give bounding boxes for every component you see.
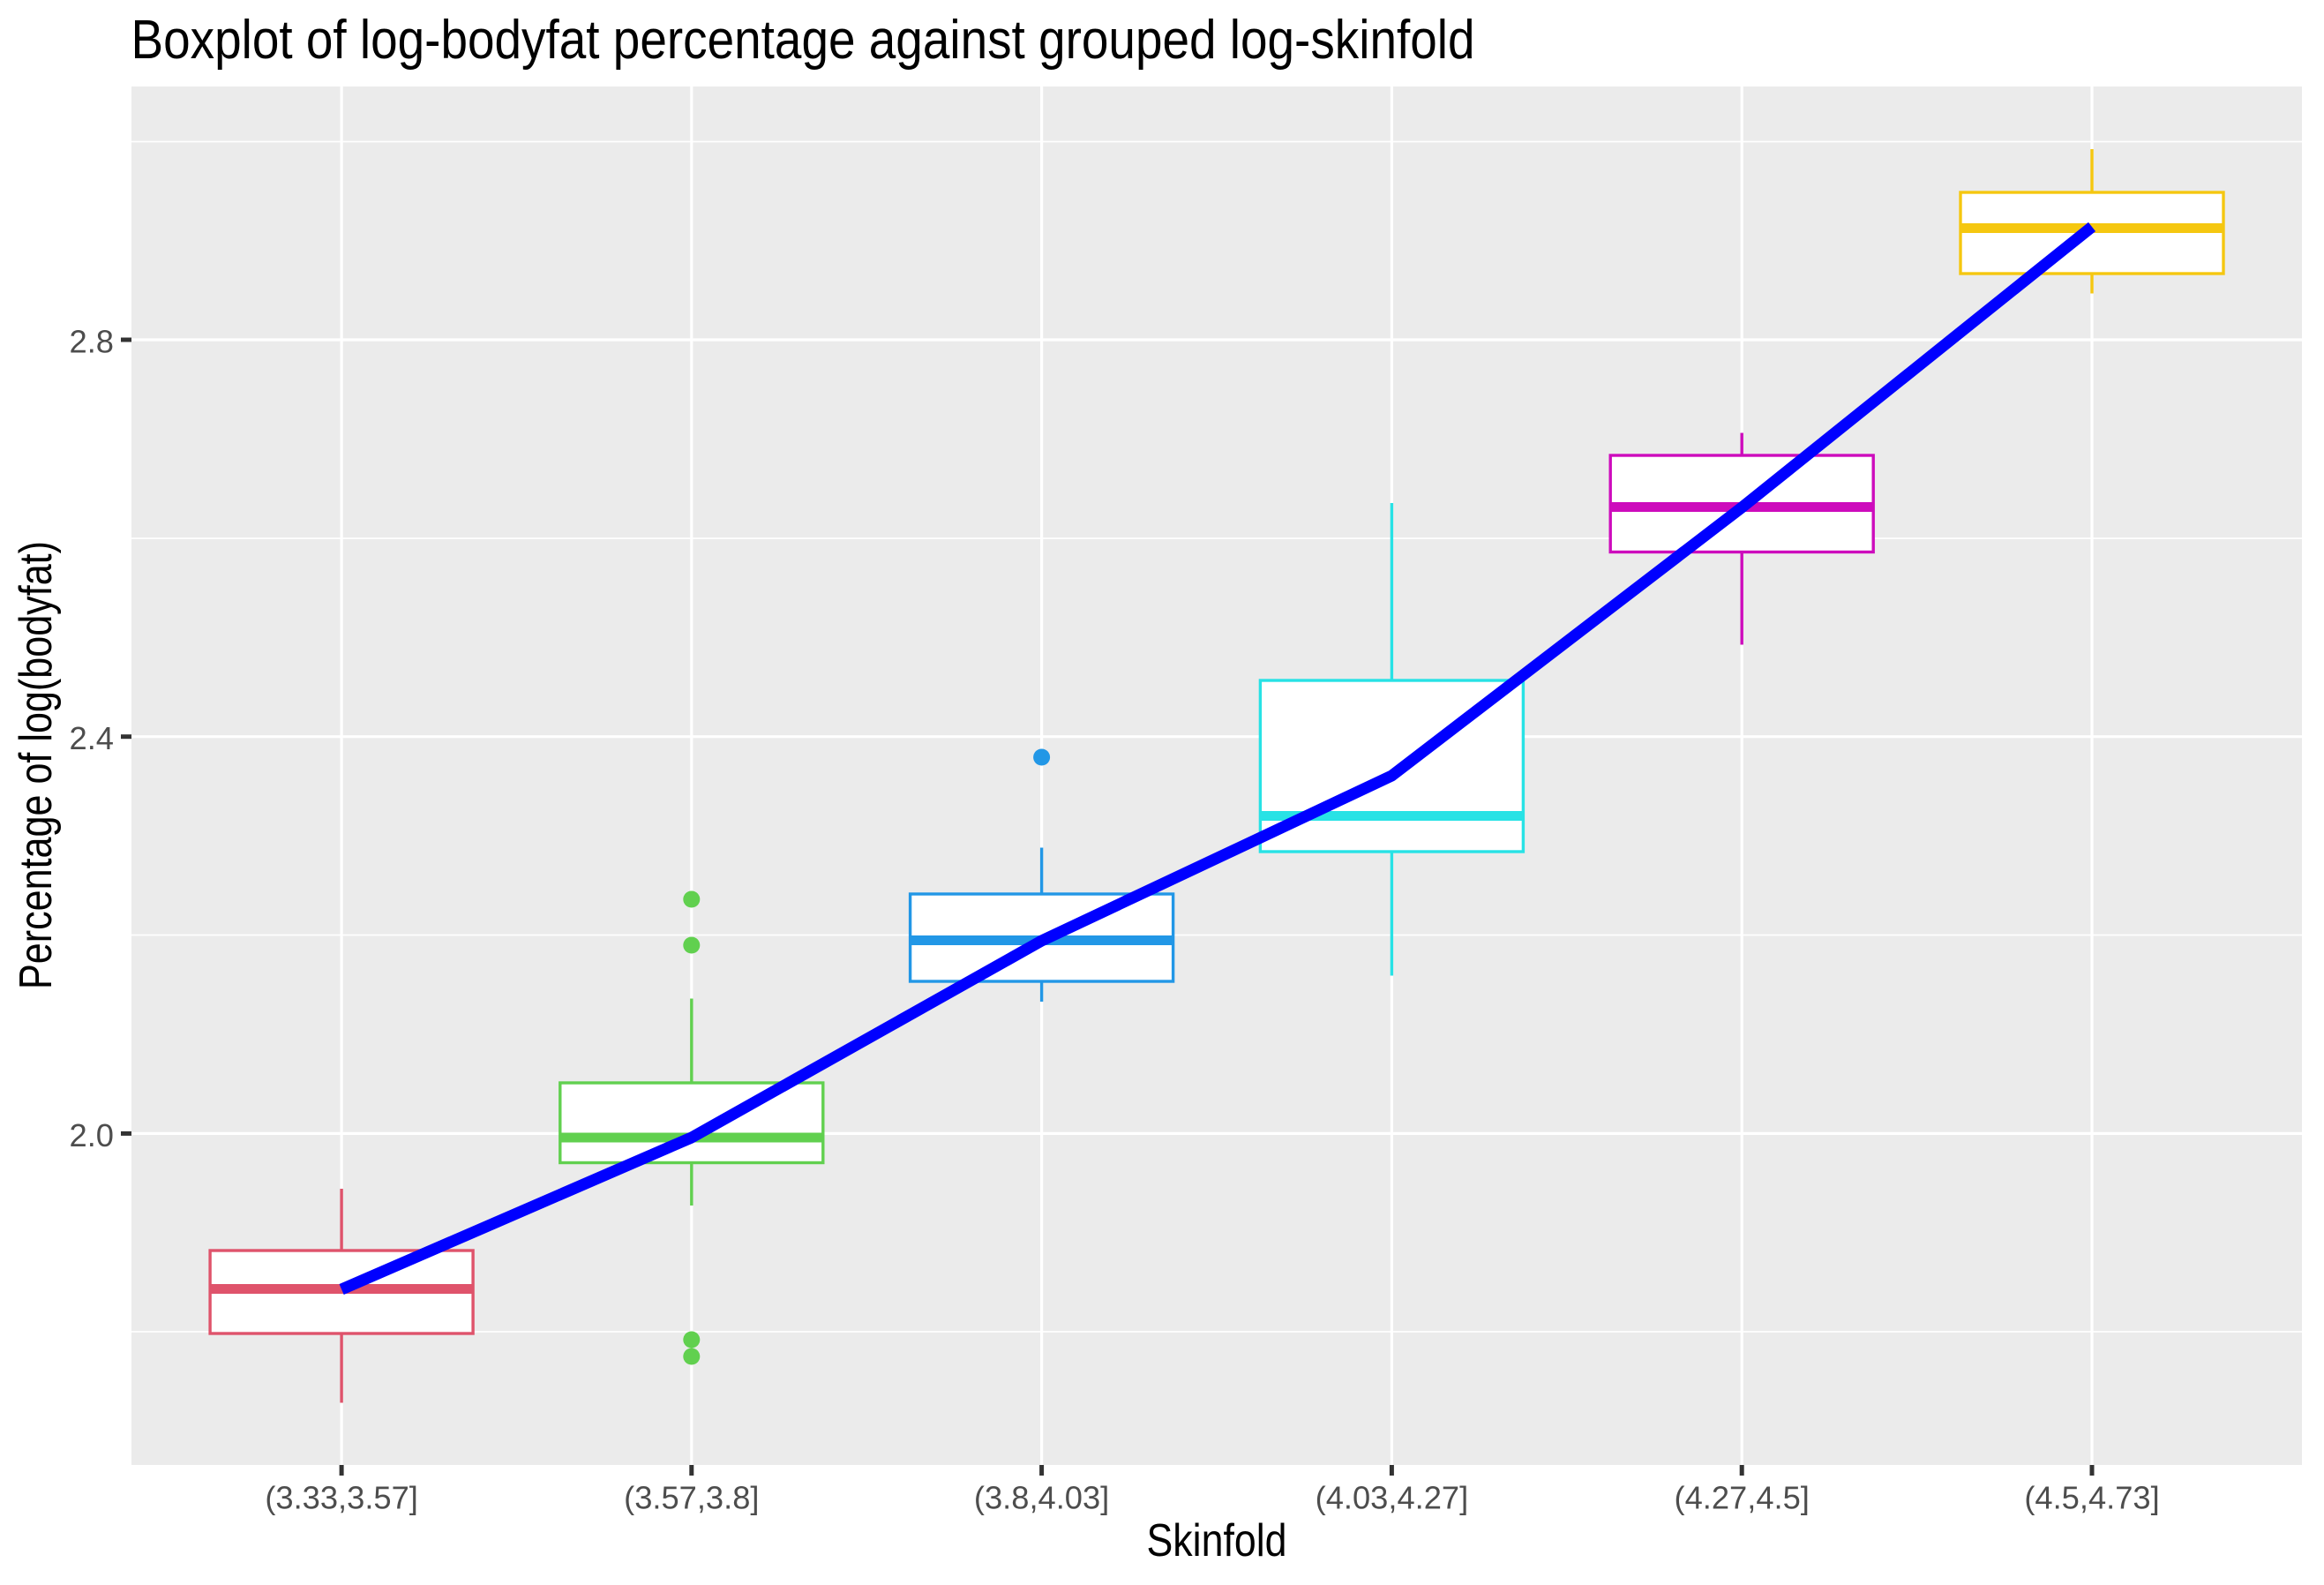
svg-text:(3.33,3.57]: (3.33,3.57] [265,1480,418,1516]
svg-text:2.4: 2.4 [70,720,114,756]
svg-text:(4.03,4.27]: (4.03,4.27] [1316,1480,1469,1516]
svg-text:2.8: 2.8 [70,323,114,359]
svg-text:Skinfold: Skinfold [1147,1515,1287,1566]
svg-text:(4.5,4.73]: (4.5,4.73] [2024,1480,2159,1516]
svg-text:(3.8,4.03]: (3.8,4.03] [974,1480,1109,1516]
svg-text:2.0: 2.0 [70,1117,114,1153]
svg-text:(4.27,4.5]: (4.27,4.5] [1675,1480,1810,1516]
svg-text:(3.57,3.8]: (3.57,3.8] [624,1480,759,1516]
svg-text:Boxplot of log-bodyfat percent: Boxplot of log-bodyfat percentage agains… [131,10,1475,71]
svg-text:Percentage of log(bodyfat): Percentage of log(bodyfat) [11,541,62,989]
